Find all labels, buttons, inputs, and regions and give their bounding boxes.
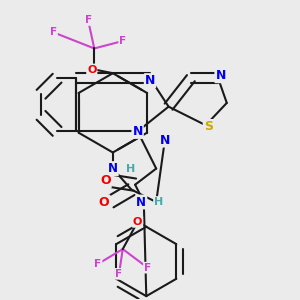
Text: F: F <box>94 259 101 269</box>
Text: O: O <box>99 196 110 208</box>
Text: N: N <box>136 196 146 208</box>
Text: H: H <box>154 197 163 207</box>
Text: F: F <box>119 36 126 46</box>
Text: N: N <box>145 74 155 87</box>
Text: O: O <box>100 175 111 188</box>
Text: N: N <box>215 69 226 82</box>
Text: H: H <box>126 164 135 174</box>
Text: S: S <box>204 120 213 133</box>
Text: N: N <box>108 162 118 175</box>
Text: F: F <box>50 27 57 37</box>
Text: F: F <box>85 15 92 25</box>
Text: F: F <box>144 263 151 273</box>
Text: O: O <box>87 64 97 74</box>
Text: N: N <box>160 134 170 147</box>
Text: F: F <box>116 269 123 279</box>
Text: O: O <box>133 217 142 227</box>
Text: N: N <box>132 125 143 138</box>
